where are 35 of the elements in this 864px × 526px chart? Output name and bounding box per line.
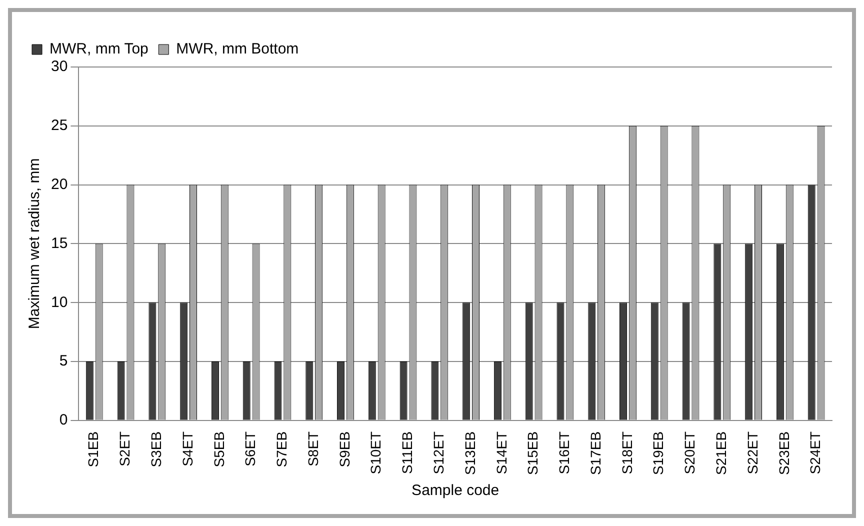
x-tick-label: S13EB — [462, 431, 478, 476]
y-tick-label: 0 — [59, 412, 68, 429]
legend-label: MWR, mm Top — [50, 40, 148, 58]
x-tick-label: S7EB — [274, 431, 290, 468]
x-tick-label: S15EB — [524, 431, 541, 476]
x-tick-label: S20ET — [682, 430, 698, 474]
x-tick-label: S1EB — [85, 431, 102, 468]
x-tick-label: S14ET — [493, 430, 510, 474]
x-tick-label: S10ET — [368, 430, 384, 474]
x-tick-label: S9EB — [336, 431, 352, 468]
x-tick-label: S18ET — [618, 430, 635, 474]
y-tick-label: 15 — [50, 234, 68, 252]
y-tick-label: 20 — [50, 176, 68, 193]
x-tick-label: S21EB — [713, 431, 729, 476]
x-tick-label: S6ET — [242, 430, 258, 466]
x-tick-label: S23EB — [776, 431, 792, 476]
y-tick-label: 5 — [59, 352, 68, 370]
x-tick-label: S12ET — [430, 430, 447, 474]
y-axis-title: Maximum wet radius, mm — [26, 158, 44, 330]
x-tick-label: S17EB — [587, 431, 604, 476]
x-tick-label: S8ET — [304, 430, 321, 466]
x-tick-label: S22ET — [744, 430, 760, 474]
x-tick-label: S4ET — [179, 430, 196, 466]
x-tick-label: S16ET — [556, 430, 572, 474]
x-tick-label: S19EB — [650, 431, 666, 476]
y-tick-label: 25 — [50, 117, 68, 134]
x-tick-label: S24ET — [807, 430, 824, 474]
x-tick-label: S2ET — [116, 430, 133, 466]
x-axis-title: Sample code — [412, 482, 500, 500]
x-tick-label: S11EB — [399, 431, 416, 474]
legend-label: MWR, mm Bottom — [176, 40, 299, 58]
y-tick-label: 30 — [50, 58, 68, 76]
x-tick-label: S3EB — [148, 431, 164, 468]
y-tick-label: 10 — [50, 294, 68, 311]
x-tick-label: S5EB — [210, 431, 227, 468]
